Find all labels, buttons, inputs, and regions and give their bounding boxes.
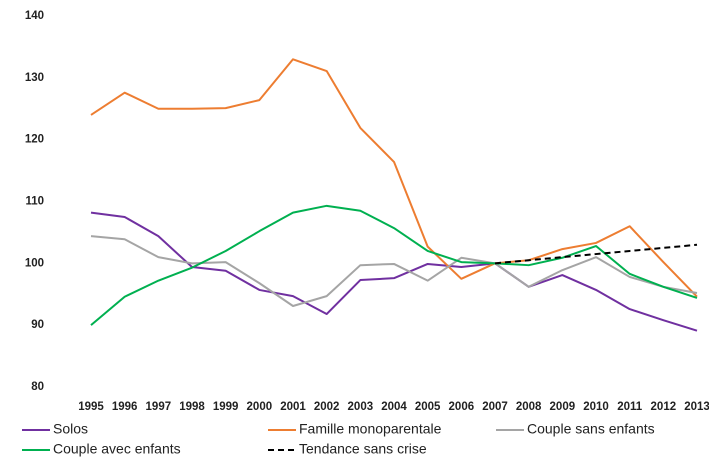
x-tick-label: 2011 (617, 401, 643, 413)
y-tick-label: 90 (31, 319, 44, 331)
series-line (90, 204, 698, 326)
x-tick-label: 2001 (280, 401, 306, 413)
legend-label: Tendance sans crise (299, 441, 427, 457)
legend-label: Famille monoparentale (299, 421, 442, 437)
x-tick-label: 2012 (651, 401, 677, 413)
series-line (494, 243, 698, 265)
legend-label: Couple sans enfants (527, 421, 655, 437)
y-tick-label: 130 (25, 72, 44, 84)
y-tick-label: 80 (31, 381, 44, 393)
legend-label: Solos (53, 421, 88, 437)
y-tick-label: 120 (25, 134, 44, 146)
x-tick-label: 1998 (179, 401, 205, 413)
x-tick-label: 2010 (583, 401, 609, 413)
legend-label: Couple avec enfants (53, 441, 181, 457)
x-tick-label: 2007 (482, 401, 508, 413)
x-tick-label: 2002 (314, 401, 340, 413)
x-tick-label: 1996 (112, 401, 138, 413)
x-tick-label: 1995 (78, 401, 104, 413)
x-tick-label: 2004 (381, 401, 407, 413)
series-line (90, 235, 698, 307)
x-tick-label: 2008 (516, 401, 542, 413)
y-tick-label: 100 (25, 257, 44, 269)
series-line (90, 58, 698, 298)
y-tick-label: 140 (25, 10, 44, 22)
x-tick-label: 2009 (550, 401, 576, 413)
x-tick-label: 2013 (684, 401, 709, 413)
y-tick-label: 110 (25, 196, 44, 208)
x-tick-label: 1999 (213, 401, 239, 413)
x-tick-label: 2003 (348, 401, 374, 413)
x-tick-label: 2006 (449, 401, 475, 413)
x-tick-label: 2005 (415, 401, 441, 413)
x-tick-label: 2000 (247, 401, 273, 413)
x-tick-label: 1997 (146, 401, 172, 413)
